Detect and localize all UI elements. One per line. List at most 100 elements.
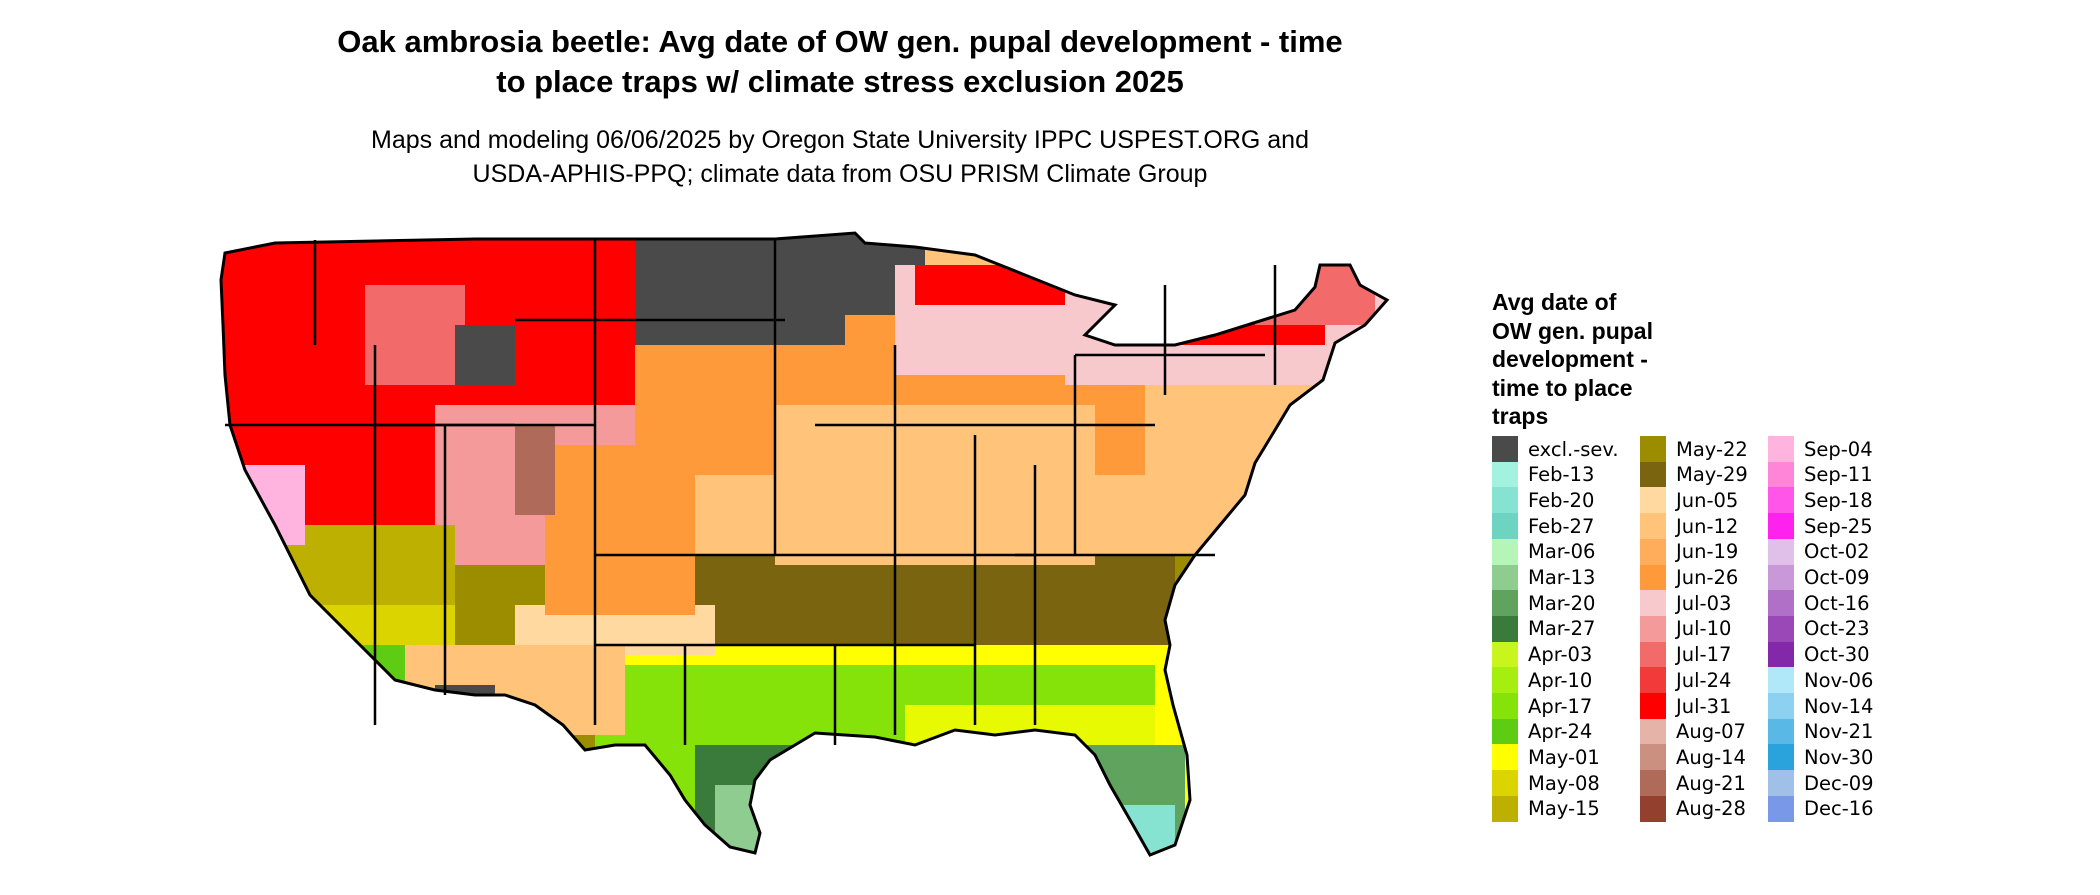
legend-label: Sep-25 [1804, 514, 1873, 538]
legend-item: Apr-17 [1492, 693, 1592, 719]
legend-swatch [1640, 564, 1666, 591]
legend-swatch [1768, 436, 1794, 462]
legend-label: Mar-27 [1528, 617, 1596, 641]
legend-label: Nov-14 [1804, 694, 1874, 718]
legend-label: Nov-30 [1804, 745, 1874, 769]
legend-label: Apr-03 [1528, 643, 1593, 667]
subtitle-line-1: Maps and modeling 06/06/2025 by Oregon S… [371, 126, 1309, 154]
legend-title-line-3: development - [1492, 346, 1648, 372]
legend-label: Apr-10 [1528, 668, 1593, 692]
legend-swatch [1492, 513, 1518, 540]
legend-item: Apr-24 [1492, 718, 1593, 745]
legend-swatch [1640, 641, 1666, 668]
legend-item: Jul-17 [1640, 641, 1731, 668]
legend-item: May-01 [1492, 744, 1600, 771]
legend-swatch [1640, 667, 1666, 694]
legend-item: Oct-30 [1768, 641, 1870, 668]
legend-label: May-08 [1528, 771, 1600, 795]
legend-item: Oct-16 [1768, 590, 1870, 617]
legend-swatch [1640, 538, 1666, 565]
legend-label: Oct-09 [1804, 566, 1870, 589]
map-title: Oak ambrosia beetle: Avg date of OW gen.… [250, 22, 1430, 102]
legend-title: Avg date of OW gen. pupal development - … [1492, 288, 1722, 431]
legend-label: Sep-04 [1804, 437, 1873, 461]
legend-item: Aug-14 [1640, 744, 1746, 771]
legend-swatch [1492, 590, 1518, 617]
title-line-1: Oak ambrosia beetle: Avg date of OW gen.… [337, 24, 1343, 59]
legend-item: May-15 [1492, 795, 1600, 822]
legend-item: May-22 [1640, 436, 1748, 462]
legend-item: Nov-21 [1768, 718, 1874, 745]
legend-swatch [1640, 718, 1666, 745]
legend-label: Nov-21 [1804, 720, 1874, 744]
legend-swatch [1640, 436, 1666, 462]
legend-swatch [1640, 487, 1666, 514]
legend-item: Dec-16 [1768, 795, 1874, 822]
legend-swatch [1492, 641, 1518, 668]
legend-swatch [1492, 693, 1518, 719]
legend-label: May-29 [1676, 463, 1748, 487]
legend-swatch [1492, 461, 1518, 488]
subtitle-line-2: USDA-APHIS-PPQ; climate data from OSU PR… [472, 160, 1208, 188]
legend-label: Oct-02 [1804, 540, 1870, 564]
legend-item: Mar-20 [1492, 590, 1595, 617]
legend-item: Jul-24 [1640, 667, 1731, 694]
legend-swatch [1768, 744, 1794, 771]
legend-item: excl.-sev. [1492, 436, 1619, 462]
legend-label: Jul-03 [1676, 591, 1732, 615]
legend-item: Jul-10 [1640, 615, 1732, 642]
legend-item: Mar-13 [1492, 564, 1595, 591]
legend-item: Sep-18 [1768, 487, 1873, 514]
legend-label: Nov-06 [1804, 668, 1874, 692]
legend-label: Aug-28 [1676, 797, 1746, 821]
legend-swatch [1768, 590, 1794, 617]
legend-item: Aug-28 [1640, 795, 1746, 822]
legend-item: Jun-05 [1640, 487, 1739, 514]
legend-label: Apr-17 [1528, 694, 1593, 718]
legend-item: Jul-31 [1640, 693, 1731, 719]
legend-label: Jun-05 [1676, 488, 1739, 512]
legend-swatch [1640, 615, 1666, 642]
legend-label: Dec-09 [1804, 771, 1874, 795]
legend-label: Oct-23 [1804, 617, 1870, 641]
legend-swatch [1768, 718, 1794, 745]
legend-label: Feb-20 [1528, 488, 1595, 512]
legend-swatch [1492, 667, 1518, 694]
map-subtitle: Maps and modeling 06/06/2025 by Oregon S… [250, 123, 1430, 191]
legend-swatch [1492, 487, 1518, 514]
legend-swatch [1768, 667, 1794, 694]
legend-item: Oct-02 [1768, 538, 1870, 565]
legend-item: Apr-03 [1492, 641, 1593, 668]
legend-swatch [1768, 770, 1794, 797]
legend-label: excl.-sev. [1528, 437, 1619, 461]
legend-label: Sep-11 [1804, 463, 1873, 487]
legend-swatch [1492, 436, 1518, 462]
conus-map [219, 231, 1390, 857]
legend-item: Nov-30 [1768, 744, 1874, 771]
legend-swatch [1768, 641, 1794, 668]
legend-swatch [1492, 795, 1518, 822]
legend-label: May-15 [1528, 797, 1600, 821]
legend-label: Feb-13 [1528, 463, 1595, 487]
legend-label: Jun-12 [1676, 514, 1739, 538]
legend-item: Dec-09 [1768, 770, 1874, 797]
legend-label: Jul-10 [1676, 617, 1732, 641]
legend-item: Sep-11 [1768, 461, 1873, 488]
legend-label: May-22 [1676, 437, 1748, 461]
legend-swatch [1492, 744, 1518, 771]
legend-swatch [1640, 770, 1666, 797]
legend-item: Apr-10 [1492, 667, 1593, 694]
legend-swatch [1492, 718, 1518, 745]
legend-item: Jun-26 [1640, 564, 1738, 591]
legend-swatch [1492, 564, 1518, 591]
legend-item: Feb-20 [1492, 487, 1595, 514]
legend-label: Jun-19 [1676, 540, 1739, 564]
legend-swatch [1768, 513, 1794, 540]
legend-label: Jul-31 [1676, 694, 1732, 718]
legend-label: Feb-27 [1528, 514, 1595, 538]
legend-label: Apr-24 [1528, 720, 1593, 744]
legend-item: Jun-12 [1640, 513, 1739, 540]
legend-swatch [1492, 538, 1518, 565]
legend-swatch [1768, 615, 1794, 642]
legend-swatch [1768, 693, 1794, 719]
